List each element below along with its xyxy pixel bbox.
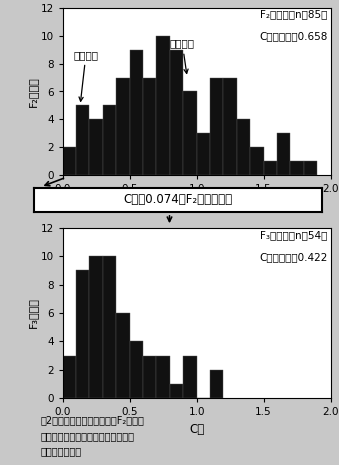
Bar — [223, 78, 237, 175]
Bar — [157, 36, 170, 175]
Text: C値＝0.074のF₂個体を選抜: C値＝0.074のF₂個体を選抜 — [123, 193, 233, 206]
Bar — [183, 92, 197, 175]
Bar — [170, 50, 183, 175]
Bar — [197, 133, 210, 175]
Bar — [277, 133, 291, 175]
Text: る選抜効果: る選抜効果 — [41, 446, 82, 457]
Bar — [76, 106, 89, 175]
Bar — [89, 120, 103, 175]
X-axis label: C値: C値 — [189, 423, 204, 436]
Bar — [103, 256, 116, 398]
Bar — [116, 313, 130, 398]
Bar — [264, 161, 277, 175]
Text: エンレイ: エンレイ — [170, 39, 195, 73]
Y-axis label: F₃個体数: F₃個体数 — [28, 298, 38, 328]
Text: F₃個体群（n＝54）: F₃個体群（n＝54） — [260, 230, 328, 239]
Text: 操田大豆: 操田大豆 — [74, 50, 98, 101]
Bar — [143, 78, 157, 175]
Bar — [210, 78, 223, 175]
Text: 囲2　エンレイ／操田大豆のF₂個体群: 囲2 エンレイ／操田大豆のF₂個体群 — [41, 415, 144, 425]
Bar — [291, 161, 304, 175]
Bar — [63, 147, 76, 175]
Bar — [130, 50, 143, 175]
Bar — [157, 356, 170, 398]
Bar — [130, 341, 143, 398]
Bar — [304, 161, 317, 175]
Bar — [250, 147, 264, 175]
Bar — [237, 120, 250, 175]
Bar — [103, 106, 116, 175]
Text: C値の平均＝0.422: C値の平均＝0.422 — [259, 252, 328, 262]
Bar — [210, 370, 223, 398]
Text: での室内選好性選抜選好法によ: での室内選好性選抜選好法によ — [41, 431, 135, 441]
Text: F₂個体群（n＝85）: F₂個体群（n＝85） — [260, 10, 328, 20]
Y-axis label: F₂個体数: F₂個体数 — [28, 76, 38, 107]
Bar — [63, 356, 76, 398]
Bar — [183, 356, 197, 398]
Text: C値の平均＝0.658: C値の平均＝0.658 — [259, 31, 328, 41]
X-axis label: C値: C値 — [189, 199, 204, 213]
Bar — [89, 256, 103, 398]
Bar — [76, 271, 89, 398]
Bar — [116, 78, 130, 175]
Bar — [143, 356, 157, 398]
Bar — [170, 384, 183, 398]
